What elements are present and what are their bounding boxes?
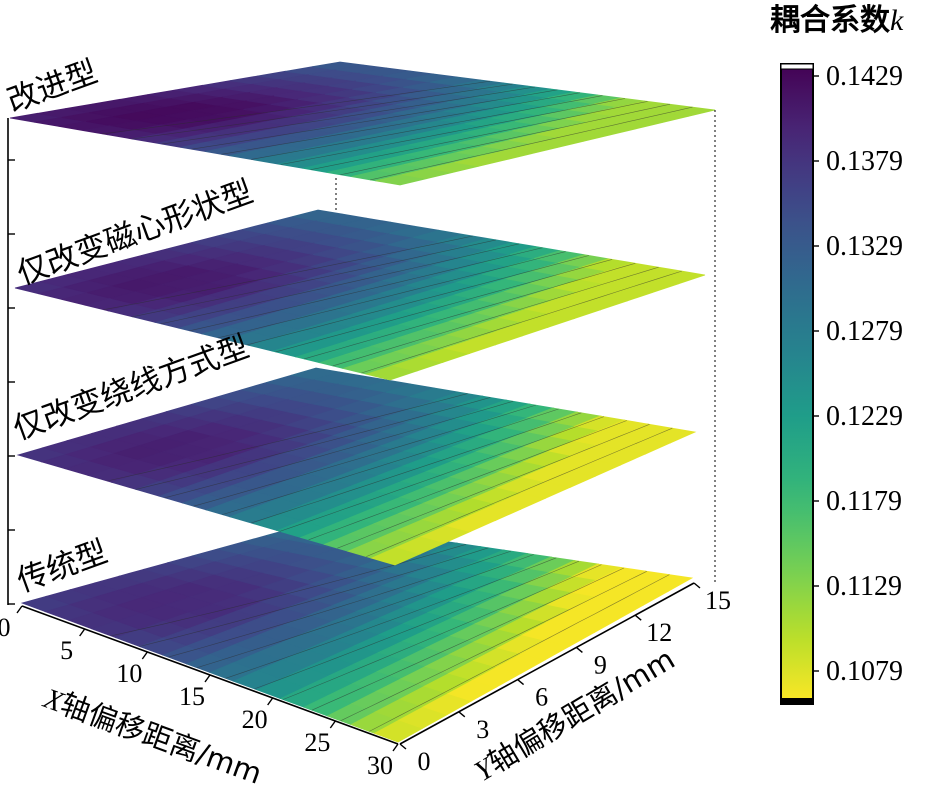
colorbar-title: 耦合系数k [770,3,904,38]
contour-line [222,408,559,515]
y-axis-tick-label: 0 [418,747,431,776]
colorbar-title-symbol: k [890,4,904,37]
contour-line [107,393,468,482]
colorbar-tick-label: 0.1279 [826,316,903,347]
contour-line [361,270,682,374]
contour-line [131,83,513,140]
contour-line [275,259,613,353]
x-axis-title: X轴偏移距离/mm [39,680,267,791]
contour-line [103,235,473,310]
contour-line [310,101,648,170]
x-axis-tick-label: 10 [116,659,142,688]
surface-cell [654,270,706,285]
contour-line [370,106,693,181]
y-axis-tick [517,679,525,686]
colorbar-tick-label: 0.1079 [826,656,903,687]
x-axis-tick-label: 30 [367,751,393,780]
x-axis-tick [267,697,274,706]
colorbar-tick-label: 0.1329 [826,231,903,262]
contour-line [311,567,625,711]
contour-line [218,251,566,339]
x-axis-tick [329,720,336,729]
colorbar-tick-label: 0.1129 [826,571,902,602]
contour-line [337,424,650,549]
contour-line [164,401,514,499]
contour-line [251,412,582,524]
colorbar-gradient [780,63,814,705]
y-axis-tick-label: 3 [476,715,489,744]
contour-lines [110,544,670,732]
y-axis-tick [458,711,466,718]
y-axis-tick-label: 12 [646,618,672,647]
x-axis-label: 轴偏移距离/mm [56,687,266,791]
x-axis-tick [204,674,211,683]
colorbar-title-text: 耦合系数 [770,3,891,38]
contour-line [161,86,536,145]
contour-line [110,544,466,637]
colorbar: 0.1429 0.1379 0.1329 0.1279 0.1229 0.1179 0.11… [770,3,904,705]
colorbar-underflow-bottom [781,698,813,704]
colorbar-tick-label: 0.1179 [826,486,902,517]
y-axis-tick [693,582,701,589]
surface-cell [642,574,694,593]
y-axis-tick [399,743,407,750]
surface-cell [644,427,697,444]
y-axis-tick-label: 9 [594,650,607,679]
surface-cells [9,61,716,186]
contour-line [279,416,605,532]
contour-line [135,397,491,490]
y-axis-tick [575,646,583,653]
contour-line [196,554,534,668]
contour-lines [102,80,693,181]
x-axis-tick-label: 20 [242,705,268,734]
contour-line [132,239,497,318]
colorbar-overflow-top [780,63,814,70]
contour-lines [103,235,682,374]
colorbar-tick-label: 0.1229 [826,401,903,432]
contour-line [193,404,536,507]
contour-line [221,92,581,155]
contour-line [251,95,603,160]
contour-line [332,266,659,367]
contour-line [168,550,512,658]
contour-line [160,243,520,325]
contour-line [254,560,580,690]
contour-line [280,98,626,165]
surface-layer [9,61,716,186]
x-axis-tick [392,743,399,752]
x-axis-tick-label: 0 [0,613,11,642]
surface-layer [16,367,697,566]
contour-line [189,247,543,332]
contour-line [282,564,602,700]
surface-layer [14,209,706,381]
contour-line [139,547,489,647]
x-axis-tick [79,628,86,637]
contour-line [366,427,673,557]
x-axis-tick [141,651,148,660]
surface-cells [16,367,697,566]
x-axis-tick-label: 25 [304,728,330,757]
contour-line [369,574,670,732]
contour-line [225,557,557,679]
contour-line [304,263,636,360]
x-axis-tick-label: 15 [179,682,205,711]
contour-line [246,255,589,346]
x-axis-tick [16,605,23,614]
contour-line [191,89,558,150]
surface-layers [9,61,716,743]
contour-line [308,420,627,541]
contour-line [340,571,647,722]
contour-lines [107,393,673,557]
y-axis-line [399,582,695,745]
y-axis-tick [634,614,642,621]
contour-line [340,103,671,176]
y-axis-tick-label: 6 [535,683,548,712]
x-axis-tick-label: 5 [60,636,73,665]
y-axis-tick-label: 15 [705,586,731,615]
contour-line [102,80,491,135]
colorbar-tick-label: 0.1429 [826,61,903,92]
colorbar-tick-label: 0.1379 [826,146,903,177]
